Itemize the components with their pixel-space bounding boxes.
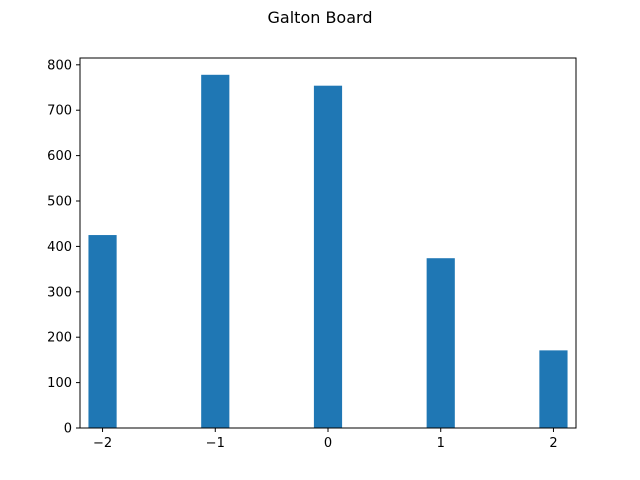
x-tick-label: −2: [93, 436, 112, 451]
x-tick-label: −1: [206, 436, 225, 451]
y-tick-label: 500: [47, 195, 72, 210]
x-tick-label: 2: [549, 436, 557, 451]
y-tick-label: 700: [47, 104, 72, 119]
y-tick-label: 100: [47, 376, 72, 391]
bar-4: [539, 350, 568, 428]
x-tick-label: 0: [324, 436, 332, 451]
y-tick-label: 300: [47, 285, 72, 300]
chart-title: Galton Board: [268, 8, 373, 27]
bars-group: [88, 74, 568, 429]
bar-1: [201, 74, 230, 428]
x-tick-label: 1: [437, 436, 445, 451]
y-axis-ticks: 0 100 200 300 400 500 600 700 800: [47, 58, 80, 437]
y-tick-label: 600: [47, 149, 72, 164]
y-tick-label: 800: [47, 58, 72, 73]
bar-2: [313, 85, 343, 429]
plot-frame: [79, 57, 577, 429]
y-tick-label: 200: [47, 331, 72, 346]
y-tick-label: 0: [64, 422, 72, 437]
bar-3: [426, 258, 455, 428]
y-tick-label: 400: [47, 240, 72, 255]
x-axis-ticks: −2 −1 0 1 2: [93, 428, 558, 451]
bar-0: [88, 235, 117, 428]
